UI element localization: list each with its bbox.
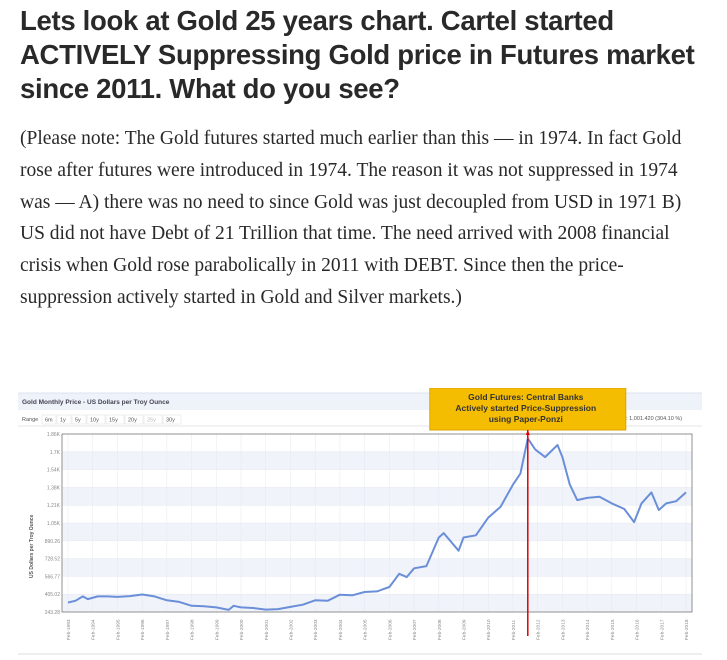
svg-text:1y: 1y bbox=[60, 418, 66, 424]
x-tick-label: Feb-2001 bbox=[264, 619, 270, 640]
y-tick-label: 1.54K bbox=[47, 468, 61, 474]
range-button-10y[interactable]: 10y bbox=[86, 414, 106, 425]
svg-text:30y: 30y bbox=[166, 418, 175, 424]
y-tick-label: 1.38K bbox=[47, 485, 61, 491]
x-tick-label: Feb-2016 bbox=[635, 619, 641, 640]
x-tick-label: Feb-1999 bbox=[214, 619, 220, 640]
y-axis-label: US Dollars per Troy Ounce bbox=[29, 514, 35, 578]
x-tick-label: Feb-2005 bbox=[363, 619, 369, 640]
svg-text:20y: 20y bbox=[128, 418, 137, 424]
x-tick-label: Feb-2017 bbox=[659, 619, 665, 640]
x-tick-label: Feb-1994 bbox=[91, 619, 97, 640]
range-button-6m[interactable]: 6m bbox=[41, 414, 57, 425]
range-button-5y[interactable]: 5y bbox=[71, 414, 87, 425]
y-tick-label: 1.05K bbox=[47, 521, 61, 527]
chart-title: Gold Monthly Price - US Dollars per Troy… bbox=[22, 399, 170, 406]
range-button-30y[interactable]: 30y bbox=[162, 414, 182, 425]
arrow-up-icon bbox=[525, 430, 530, 435]
x-tick-label: Feb-2009 bbox=[462, 619, 468, 640]
x-tick-label: Feb-2006 bbox=[387, 619, 393, 640]
svg-text:6m: 6m bbox=[45, 418, 53, 424]
article-title: Lets look at Gold 25 years chart. Cartel… bbox=[20, 5, 695, 104]
x-tick-label: Feb-1993 bbox=[66, 619, 72, 640]
y-tick-label: 566.77 bbox=[45, 574, 61, 580]
y-tick-label: 405.02 bbox=[45, 592, 61, 598]
y-tick-label: 1.86K bbox=[47, 432, 61, 438]
annotation-text: Actively started Price-Suppression bbox=[455, 403, 596, 413]
y-tick-label: 1.21K bbox=[47, 503, 61, 509]
x-tick-label: Feb-2015 bbox=[610, 619, 616, 640]
x-tick-label: Feb-1997 bbox=[165, 619, 171, 640]
x-tick-label: Feb-2012 bbox=[536, 619, 542, 640]
range-label: Range bbox=[22, 417, 38, 423]
x-tick-label: Feb-1995 bbox=[115, 619, 121, 640]
svg-text:15y: 15y bbox=[109, 418, 118, 424]
range-button-15y[interactable]: 15y bbox=[105, 414, 125, 425]
svg-text:10y: 10y bbox=[90, 418, 99, 424]
y-tick-label: 890.26 bbox=[45, 539, 61, 545]
range-button-25y[interactable]: 25y bbox=[143, 414, 163, 425]
x-tick-label: Feb-2010 bbox=[486, 619, 492, 640]
x-tick-label: Feb-1996 bbox=[140, 619, 146, 640]
x-tick-label: Feb-2013 bbox=[560, 619, 566, 640]
x-tick-label: Feb-2011 bbox=[511, 619, 517, 640]
x-tick-label: Feb-2003 bbox=[313, 619, 319, 640]
svg-text:5y: 5y bbox=[75, 418, 81, 424]
annotation-text: Gold Futures: Central Banks bbox=[468, 392, 584, 402]
x-tick-label: Feb-2002 bbox=[288, 619, 294, 640]
article-body: (Please note: The Gold futures started m… bbox=[20, 128, 682, 308]
svg-text:25y: 25y bbox=[147, 418, 156, 424]
range-button-20y[interactable]: 20y bbox=[124, 414, 144, 425]
gold-price-chart: Gold Monthly Price - US Dollars per Troy… bbox=[18, 388, 702, 656]
y-tick-label: 243.28 bbox=[45, 610, 61, 616]
x-tick-label: Feb-2014 bbox=[585, 619, 591, 640]
x-tick-label: Feb-2000 bbox=[239, 619, 245, 640]
y-tick-label: 1.7K bbox=[50, 450, 61, 456]
x-tick-label: Feb-2004 bbox=[338, 619, 344, 640]
chart-summary: 10: 1,001.420 (304.10 %) bbox=[620, 416, 682, 422]
x-tick-label: Feb-2008 bbox=[437, 619, 443, 640]
annotation-text: using Paper-Ponzi bbox=[489, 414, 563, 424]
y-tick-label: 728.52 bbox=[45, 557, 61, 563]
x-tick-label: Feb-2018 bbox=[684, 619, 690, 640]
range-button-1y[interactable]: 1y bbox=[56, 414, 72, 425]
x-tick-label: Feb-2007 bbox=[412, 619, 418, 640]
x-tick-label: Feb-1998 bbox=[190, 619, 196, 640]
